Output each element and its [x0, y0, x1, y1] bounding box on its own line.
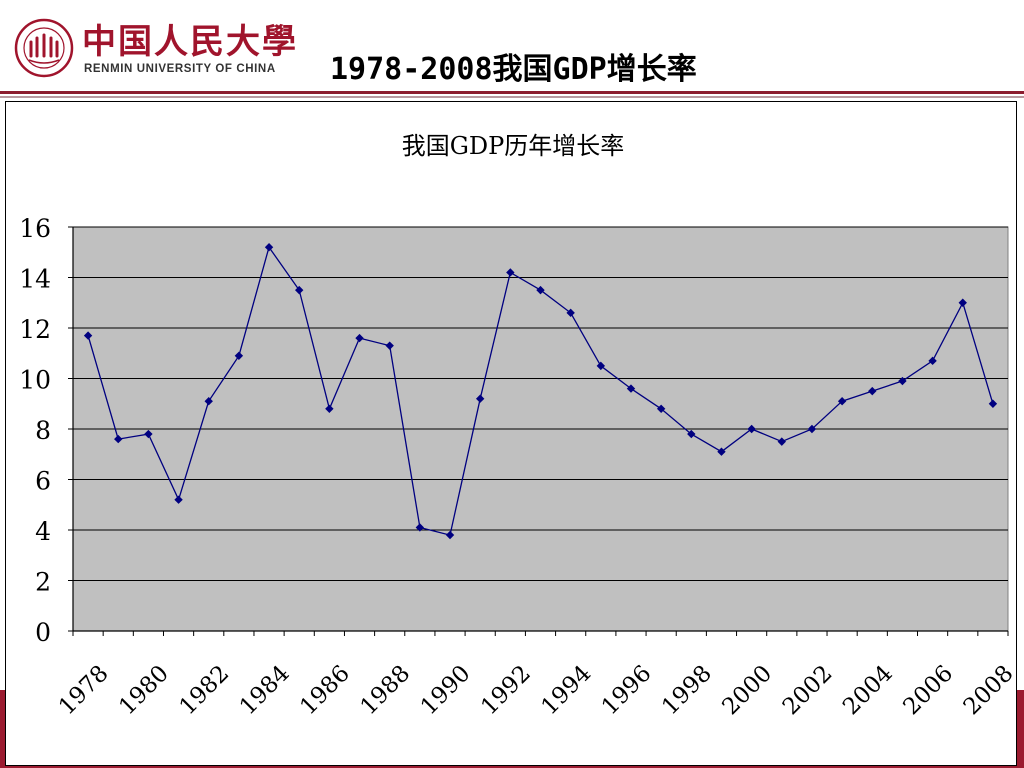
gdp-growth-chart: 我国GDP历年增长率 0 2 4 6 8 10 12 14 16 1978 1980 1982 1984…: [19, 132, 1016, 720]
data-point: [114, 434, 123, 444]
y-tick-label: 2: [35, 568, 51, 597]
data-point: [958, 298, 967, 307]
x-tick-label: 2002: [778, 660, 838, 720]
data-point: [325, 404, 334, 413]
data-point: [868, 386, 877, 396]
university-logo-chinese: 中国人民大學: [82, 22, 298, 62]
chart-title: 我国GDP历年增长率: [402, 132, 625, 160]
data-point: [807, 424, 817, 434]
x-tick-label: 2004: [838, 660, 898, 720]
y-tick-label: 12: [19, 315, 51, 344]
y-tick-label: 10: [19, 366, 51, 395]
y-tick-label: 4: [35, 517, 51, 546]
data-point: [234, 351, 244, 360]
data-point: [928, 356, 937, 366]
data-point: [777, 437, 786, 446]
data-point: [295, 285, 304, 295]
slide-header: 中国人民大學 RENMIN UNIVERSITY OF CHINA 1978-2…: [0, 0, 1024, 92]
x-tick-label: 1998: [657, 660, 717, 720]
x-tick-label: 2008: [959, 660, 1016, 720]
data-point: [566, 308, 575, 318]
x-tick-label: 1982: [175, 660, 235, 720]
data-point: [83, 331, 93, 340]
x-tick-label: 1986: [295, 660, 355, 720]
x-tick-label: 1992: [476, 660, 536, 720]
data-point: [144, 429, 153, 439]
slide-title: 1978-2008我国GDP增长率: [330, 52, 697, 87]
data-point: [204, 397, 213, 406]
data-point: [174, 495, 183, 504]
university-seal-logo: [14, 18, 74, 78]
x-tick-label: 1984: [235, 660, 295, 720]
x-tick-label: 2000: [717, 660, 777, 720]
data-point: [385, 341, 394, 350]
y-tick-label: 16: [19, 214, 51, 243]
header-divider-secondary: [0, 96, 1024, 98]
data-point: [536, 285, 545, 295]
data-point: [355, 333, 364, 343]
y-tick-label: 0: [35, 618, 51, 647]
data-point: [656, 404, 666, 413]
x-tick-label: 1988: [356, 660, 416, 720]
data-point: [747, 424, 756, 434]
data-point: [898, 376, 907, 386]
y-tick-label: 6: [35, 467, 51, 496]
x-tick-label: 1978: [54, 660, 114, 720]
y-tick-label: 14: [19, 265, 51, 294]
data-point: [626, 384, 636, 393]
data-point: [475, 394, 485, 403]
data-point: [596, 361, 606, 371]
chart-frame: 我国GDP历年增长率 0 2 4 6 8 10 12 14 16 1978 1980 1982 1984…: [5, 101, 1017, 766]
data-point: [264, 243, 274, 252]
x-tick-label: 1990: [416, 660, 476, 720]
x-tick-label: 1994: [537, 660, 597, 720]
y-tick-label: 8: [35, 416, 51, 445]
data-point: [717, 447, 726, 456]
x-tick-label: 2006: [898, 660, 958, 720]
header-divider: [0, 91, 1024, 94]
data-point: [687, 429, 696, 439]
university-logo-english: RENMIN UNIVERSITY OF CHINA: [84, 63, 276, 75]
data-point: [415, 523, 425, 532]
data-point: [988, 399, 998, 408]
data-point: [837, 397, 847, 406]
x-tick-label: 1980: [114, 660, 174, 720]
x-tick-label: 1996: [597, 660, 657, 720]
